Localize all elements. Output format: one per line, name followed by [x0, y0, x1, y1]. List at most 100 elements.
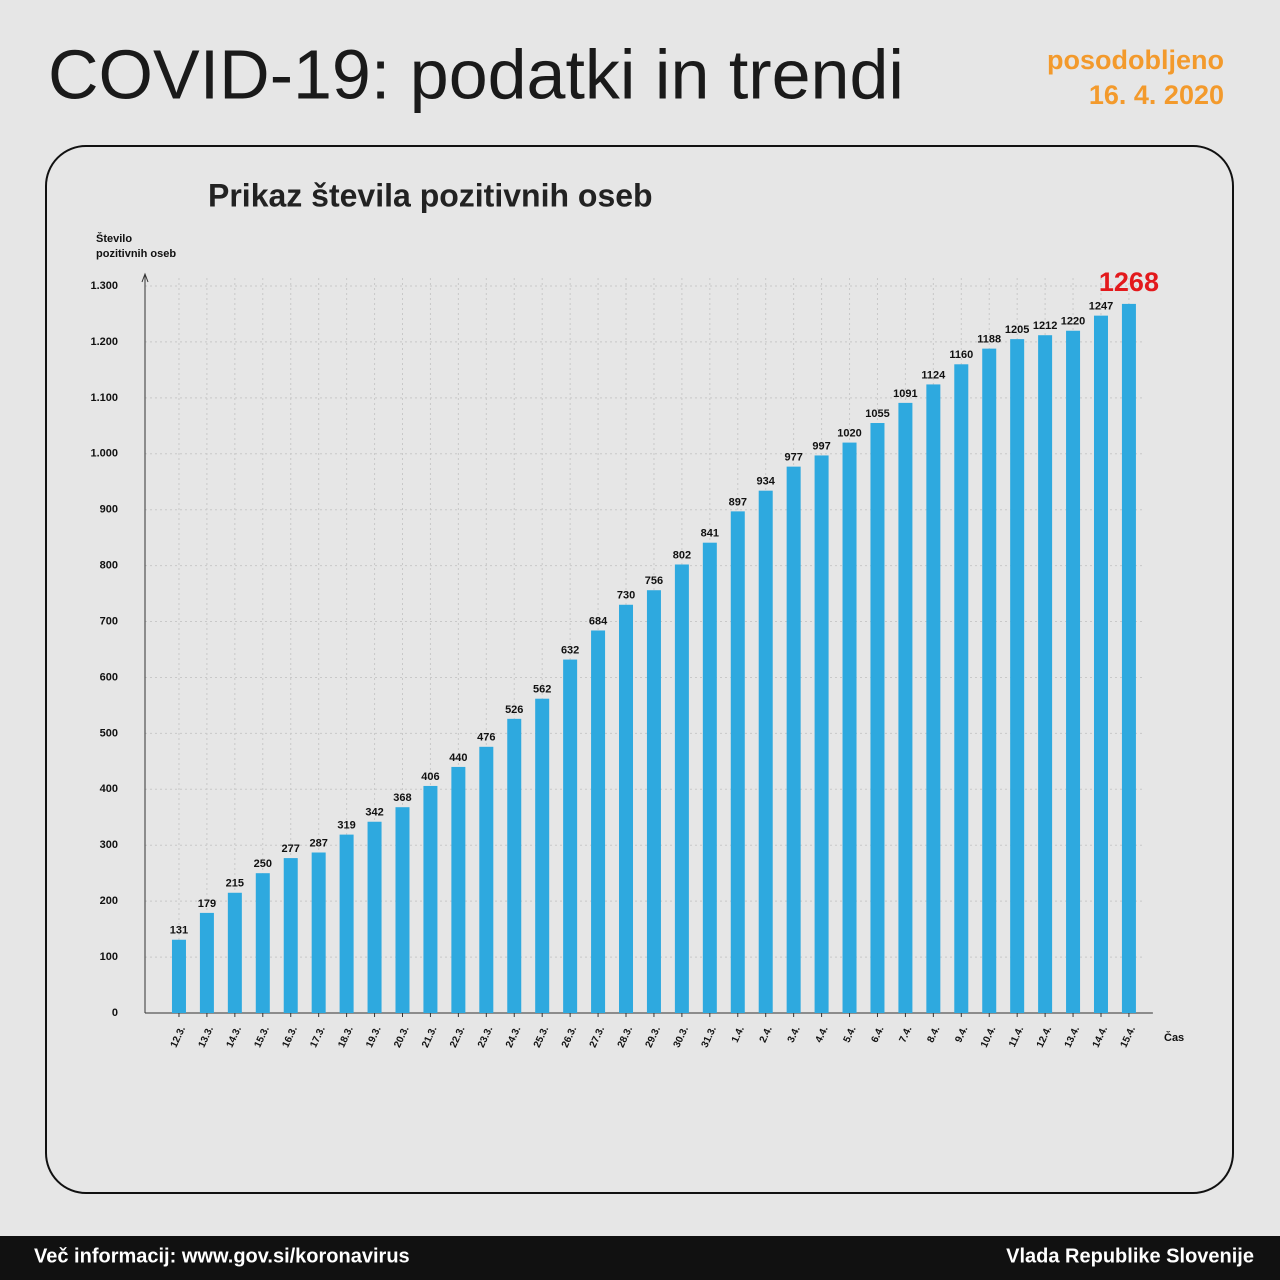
chart-title: Prikaz števila pozitivnih oseb — [208, 177, 653, 213]
x-tick-label: 4.4. — [814, 1025, 831, 1045]
x-tick-label: 3.4. — [786, 1025, 803, 1045]
x-tick-label: 2.4. — [758, 1025, 775, 1045]
bar — [227, 892, 242, 1013]
bar — [1038, 335, 1053, 1014]
x-tick-label: 14.3. — [225, 1025, 244, 1050]
x-tick-label: 31.3. — [700, 1025, 719, 1050]
bar — [758, 490, 773, 1013]
value-label: 934 — [757, 476, 776, 488]
value-label: 1020 — [837, 427, 861, 439]
bar — [982, 348, 997, 1013]
y-tick-label: 1.300 — [90, 280, 118, 292]
bar — [1010, 339, 1025, 1013]
y-tick-label: 700 — [100, 615, 118, 627]
x-tick-label: 26.3. — [560, 1025, 579, 1050]
y-tick-label: 900 — [100, 504, 118, 516]
x-tick-label: 20.3. — [392, 1025, 411, 1050]
bar — [507, 718, 522, 1013]
chart-frame — [45, 145, 1234, 1194]
value-label: 1160 — [949, 349, 973, 361]
y-axis-label: pozitivnih oseb — [96, 248, 176, 260]
y-tick-label: 100 — [100, 951, 118, 963]
x-tick-label: 12.3. — [169, 1025, 188, 1050]
x-tick-label: 13.4. — [1063, 1025, 1082, 1050]
bar — [339, 834, 354, 1013]
updated-date: 16. 4. 2020 — [1089, 80, 1224, 110]
bar — [591, 630, 606, 1013]
x-tick-label: 25.3. — [532, 1025, 551, 1050]
value-label: 476 — [477, 732, 495, 744]
x-tick-label: 1.4. — [730, 1025, 747, 1045]
x-tick-label: 18.3. — [336, 1025, 355, 1050]
value-label: 684 — [589, 615, 608, 627]
y-tick-label: 300 — [100, 839, 118, 851]
bar — [283, 858, 298, 1013]
page-title: COVID-19: podatki in trendi — [48, 35, 904, 113]
value-label: 342 — [365, 807, 383, 819]
value-label: 1091 — [893, 388, 917, 400]
value-label: 632 — [561, 644, 579, 656]
value-label: 1055 — [865, 408, 889, 420]
bar — [395, 807, 410, 1013]
bar — [171, 939, 186, 1013]
y-axis-label: Število — [96, 232, 132, 245]
value-label: 1268 — [1099, 267, 1159, 297]
value-label: 897 — [729, 496, 747, 508]
y-tick-label: 1.000 — [90, 448, 118, 460]
bar — [898, 402, 913, 1013]
value-label: 802 — [673, 549, 691, 561]
x-tick-label: 24.3. — [504, 1025, 523, 1050]
bar — [367, 821, 382, 1013]
bar — [1121, 303, 1136, 1013]
x-tick-label: 15.3. — [253, 1025, 272, 1050]
value-label: 215 — [226, 878, 244, 890]
value-label: 179 — [198, 898, 216, 910]
x-tick-label: 30.3. — [672, 1025, 691, 1050]
x-tick-label: 23.3. — [476, 1025, 495, 1050]
bar — [535, 698, 550, 1013]
value-label: 319 — [337, 820, 355, 832]
updated-label: posodobljeno — [1047, 45, 1224, 75]
footer-author: Vlada Republike Slovenije — [1006, 1245, 1254, 1267]
bar — [563, 659, 578, 1013]
value-label: 997 — [812, 440, 830, 452]
value-label: 131 — [170, 925, 188, 937]
value-label: 977 — [784, 452, 802, 464]
bar — [646, 590, 661, 1013]
bar — [730, 511, 745, 1013]
y-tick-label: 400 — [100, 783, 118, 795]
value-label: 440 — [449, 752, 467, 764]
bar — [842, 442, 857, 1014]
value-label: 287 — [309, 837, 327, 849]
value-label: 730 — [617, 590, 635, 602]
y-tick-label: 1.200 — [90, 336, 118, 348]
bar — [954, 364, 969, 1013]
x-tick-label: 9.4. — [953, 1025, 970, 1045]
value-label: 1247 — [1089, 301, 1113, 313]
x-axis-label: Čas — [1164, 1031, 1184, 1044]
value-label: 1212 — [1033, 320, 1057, 332]
value-label: 250 — [254, 858, 272, 870]
bar — [255, 873, 270, 1013]
x-tick-label: 11.4. — [1007, 1025, 1026, 1050]
x-tick-label: 7.4. — [898, 1025, 915, 1045]
x-tick-label: 14.4. — [1091, 1025, 1110, 1050]
plot: 0 100 200 300 400 500 600 700 800 900 1.000 1.100 1.… — [90, 267, 1159, 1050]
value-label: 406 — [421, 771, 439, 783]
bar — [1066, 330, 1081, 1013]
x-tick-label: 8.4. — [925, 1025, 942, 1045]
x-tick-label: 21.3. — [420, 1025, 439, 1050]
bar — [619, 604, 634, 1013]
bar — [451, 766, 466, 1013]
y-tick-label: 800 — [100, 560, 118, 572]
x-tick-label: 28.3. — [616, 1025, 635, 1050]
bar — [870, 423, 885, 1013]
value-label: 1124 — [921, 369, 946, 381]
value-label: 1188 — [977, 334, 1001, 346]
y-tick-label: 0 — [112, 1007, 118, 1019]
bar — [814, 455, 829, 1014]
bar — [786, 466, 801, 1013]
x-tick-label: 16.3. — [280, 1025, 299, 1050]
bar — [674, 564, 689, 1013]
